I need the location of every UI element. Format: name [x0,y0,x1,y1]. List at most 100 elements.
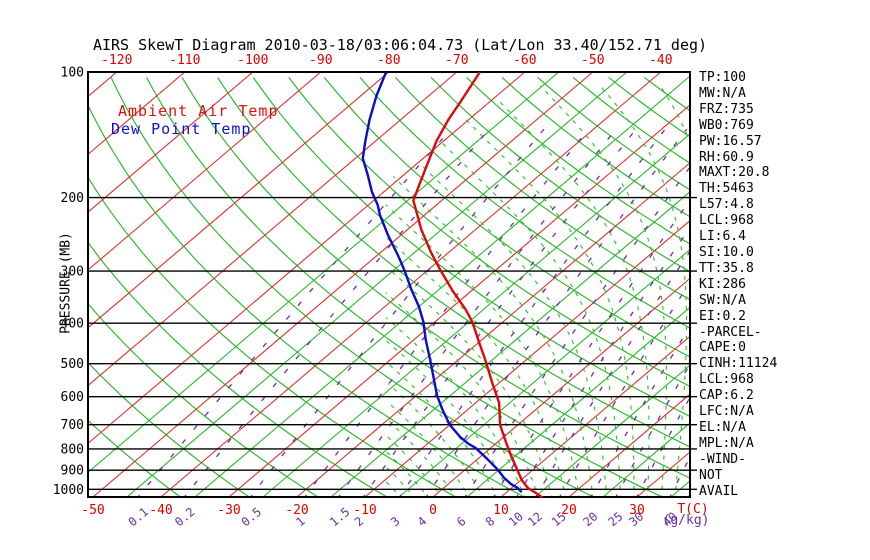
stat-line: CAPE:0 [699,340,746,356]
dry-adiabat-20 [110,77,597,498]
mixing-ratio-label-4: 4 [415,514,430,529]
moist-adiabat-0 [384,450,430,498]
major-isotherm-lines [0,72,690,498]
bottom-temp-tick-30: 30 [629,503,645,518]
isotherm--30C [228,104,690,498]
stat-line: PW:16.57 [699,133,762,149]
minor-isotherm-5C [466,306,690,498]
top-temp-tick--70: -70 [445,53,468,68]
stat-line: TH:5463 [699,181,754,197]
stat-line: NOT [699,467,723,483]
stat-line: FRZ:735 [699,101,754,117]
minor-isotherm-15C [534,364,690,498]
minor-isotherm--45C [126,72,628,498]
isotherm--50C [92,72,594,498]
stat-line: EL:N/A [699,419,746,435]
minor-isotherm--35C [194,75,690,498]
mixing-ratio-line-6 [463,165,690,498]
mixing-ratio-label-12: 12 [525,509,545,529]
stat-line: -PARCEL- [699,324,762,340]
isotherm--10C [364,219,690,498]
temp-unit-label: T(C) [677,502,708,517]
isotherm--80C [88,72,390,329]
dry-adiabat-40 [181,77,690,479]
isotherm-20C [568,393,690,498]
isotherm--20C [296,162,690,498]
minor-isotherm--15C [330,191,690,498]
pressure-tick-700: 700 [61,418,84,433]
stat-line: MAXT:20.8 [699,165,770,181]
dry-adiabat-90 [359,77,690,329]
pressure-tick-100: 100 [61,66,84,81]
isotherm--100C [88,72,254,213]
dry-adiabat-170 [643,76,690,112]
moist-adiabat-lines [384,85,690,498]
stat-line: SI:10.0 [699,244,754,260]
dry-adiabat-140 [537,76,690,191]
pressure-tick-1000: 1000 [53,483,84,498]
pressure-tick-200: 200 [61,191,84,206]
mixing-ratio-line-0.1 [136,128,452,498]
top-temp-tick--110: -110 [169,53,200,68]
dry-adiabat-80 [323,77,690,358]
pressure-tick-500: 500 [61,357,84,372]
stats-panel: TP:100 MW:N/A FRZ:735 WB0:769 PW:16.57 RH:60.… [699,70,777,499]
bottom-temp-tick-10: 10 [493,503,509,518]
moist-adiabat-28 [441,142,621,498]
stat-line: LCL:968 [699,372,754,388]
stat-line: RH:60.9 [699,149,754,165]
dry-adiabat--10 [88,241,390,498]
isotherm-0C [432,277,690,498]
isotherm--90C [88,72,322,271]
chart-title: AIRS SkewT Diagram 2010-03-18/03:06:04.7… [92,36,708,54]
stat-line: WB0:769 [699,117,754,133]
top-temp-tick--40: -40 [649,53,672,68]
top-temp-tick--50: -50 [581,53,604,68]
dry-adiabat-160 [608,76,690,138]
stat-line: KI:286 [699,276,746,292]
isotherm--110C [88,72,186,156]
isotherm--40C [160,72,662,498]
moist-adiabat-36 [599,85,688,498]
mixing-ratio-label-25: 25 [605,509,625,529]
ambient-air-temp-curve [412,72,544,498]
stat-line: MW:N/A [699,85,746,101]
moist-adiabat-26 [421,165,608,498]
dry-adiabat-120 [466,76,690,245]
dry-adiabat--20 [88,302,321,498]
pressure-tick-400: 400 [61,317,84,332]
mixing-ratio-line-2 [361,128,637,498]
moist-adiabat--2 [386,467,416,498]
stat-line: EI:0.2 [699,308,746,324]
stat-line: TP:100 [699,70,746,85]
bottom-temp-tick-0: 0 [429,503,437,518]
pressure-tick-800: 800 [61,442,84,457]
moist-adiabat-38 [659,85,690,145]
moist-adiabat-2 [384,433,444,498]
stat-line: AVAIL [699,483,739,499]
minor-isotherm-lines [88,72,690,498]
moist-adiabat-14 [385,317,526,498]
mixing-ratio-label-0.2: 0.2 [172,505,198,530]
plot-border-rect [87,71,691,498]
mixing-ratio-label-6: 6 [454,514,469,529]
mixing-ratio-label-20: 20 [580,509,600,529]
stat-line: MPL:N/A [699,435,754,451]
moist-adiabat-34 [539,85,667,498]
mixing-ratio-line-1 [303,128,590,498]
minor-isotherm--55C [88,72,560,474]
pressure-tick-300: 300 [61,265,84,280]
mixing-ratio-unit-label: (g/kg) [663,513,710,528]
minor-isotherm--25C [262,133,690,498]
dry-adiabat-50 [217,77,690,448]
stat-line: LCL:968 [699,213,754,229]
mixing-ratio-label-0.5: 0.5 [239,505,265,530]
bottom-temp-tick--40: -40 [149,503,172,518]
isotherm--130C [0,72,49,497]
dry-adiabat-130 [501,76,690,218]
profile-curves [361,72,544,498]
dew-point-temp-curve [361,72,523,494]
pressure-tick-900: 900 [61,464,84,479]
